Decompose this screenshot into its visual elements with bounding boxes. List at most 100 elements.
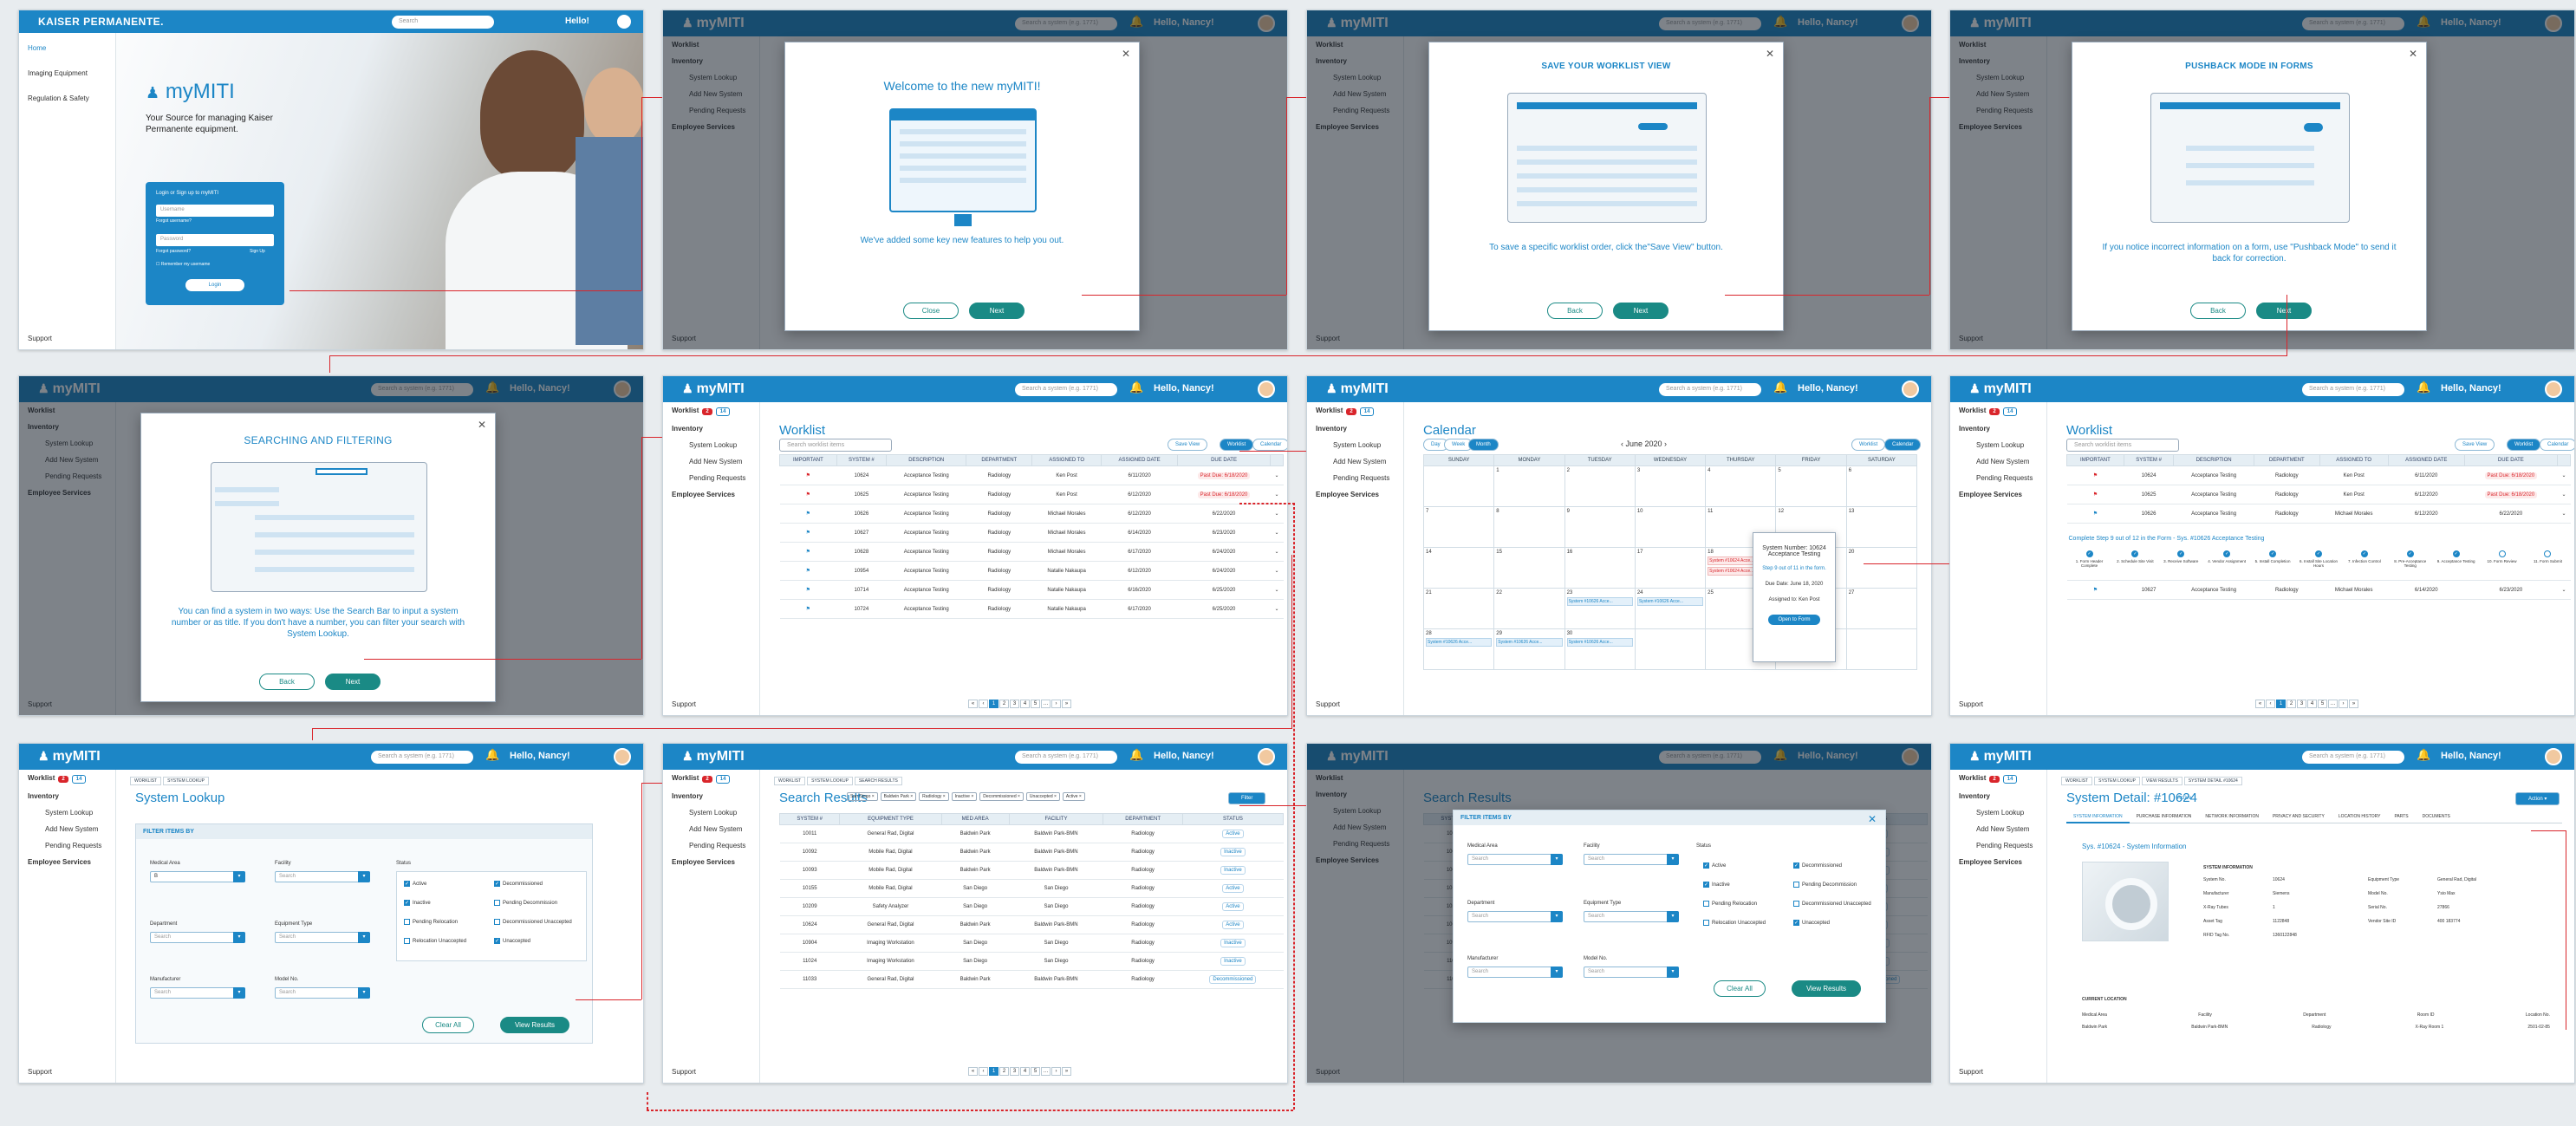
avatar[interactable] xyxy=(2545,748,2562,765)
status-checkbox[interactable]: Relocation Unaccepted xyxy=(404,938,466,944)
table-row[interactable]: ⚑ 10624 Acceptance Testing Radiology Ken Pos… xyxy=(779,465,1284,485)
status-checkbox[interactable]: ✓ Unaccepted xyxy=(494,938,530,944)
sidebar-item-add-new-system[interactable]: Add New System xyxy=(689,825,743,833)
worklist-view-toggle[interactable]: Worklist xyxy=(1851,439,1886,451)
view-results-button[interactable]: View Results xyxy=(500,1017,569,1033)
status-checkbox[interactable]: ✓ Unaccepted xyxy=(1793,920,1830,926)
detail-tab[interactable]: PRIVACY AND SECURITY xyxy=(2272,814,2325,819)
support-link[interactable]: Support xyxy=(672,700,697,708)
close-icon[interactable]: ✕ xyxy=(477,419,486,431)
table-row[interactable]: ⚑ 10626 Acceptance Testing Radiology Michael… xyxy=(779,504,1284,524)
equipment-type-select[interactable]: Search ▾ xyxy=(1584,911,1679,922)
flag-icon[interactable]: ⚑ xyxy=(2066,465,2124,485)
step[interactable]: ✓ 2. Schedule Site Visit xyxy=(2114,550,2156,568)
manufacturer-select[interactable]: Search ▾ xyxy=(1467,967,1563,978)
chevron-down-icon[interactable]: ⌄ xyxy=(1270,523,1284,543)
filter-tag[interactable]: Unaccepted × xyxy=(1025,792,1060,801)
sidebar-item-employee-services[interactable]: Employee Services xyxy=(28,858,91,866)
sidebar-item-system-lookup[interactable]: System Lookup xyxy=(1333,441,1382,449)
table-row[interactable]: ⚑ 10624 Acceptance Testing Radiology Ken Pos… xyxy=(2066,465,2571,485)
sidebar-item-inventory[interactable]: Inventory xyxy=(1959,425,1991,433)
avatar[interactable] xyxy=(1258,748,1275,765)
sidebar-item-system-lookup[interactable]: System Lookup xyxy=(689,441,738,449)
crumb-system-lookup[interactable]: SYSTEM LOOKUP xyxy=(807,777,853,785)
support-link[interactable]: Support xyxy=(28,1068,53,1076)
column-header[interactable]: DEPARTMENT xyxy=(966,454,1033,466)
filter-button[interactable]: Filter xyxy=(1228,792,1266,804)
save-view-button[interactable]: Save View xyxy=(1168,439,1208,451)
step[interactable]: 10. Form Review xyxy=(2482,550,2523,568)
flag-icon[interactable]: ⚑ xyxy=(779,580,837,600)
step[interactable]: ✓ 8. Pre-Acceptance Testing xyxy=(2390,550,2431,568)
user-icon[interactable] xyxy=(617,15,631,29)
header-search-input[interactable]: Search a system (e.g. 1771) xyxy=(371,751,473,764)
sidebar-item-employee-services[interactable]: Employee Services xyxy=(672,491,735,498)
sidebar-item-inventory[interactable]: Inventory xyxy=(1316,425,1348,433)
sidebar-item-employee-services[interactable]: Employee Services xyxy=(1959,491,2022,498)
calendar-day[interactable]: 7 xyxy=(1422,506,1495,548)
sidebar-item-worklist[interactable]: Worklist 2 14 xyxy=(19,770,115,788)
checkbox-icon[interactable] xyxy=(494,919,500,925)
pagination[interactable]: «‹ 1 2 3 4 5… ›» xyxy=(968,1067,1072,1076)
header-search-input[interactable]: Search a system (e.g. 1771) xyxy=(1015,383,1117,396)
table-row[interactable]: ⚑ 10625 Acceptance Testing Radiology Ken Pos… xyxy=(779,485,1284,504)
next-button[interactable]: Next xyxy=(325,674,381,690)
column-header[interactable]: EQUIPMENT TYPE xyxy=(839,813,942,825)
next-button[interactable]: Next xyxy=(1613,303,1669,319)
calendar-day[interactable] xyxy=(1845,628,1918,670)
support-link[interactable]: Support xyxy=(672,1068,697,1076)
bell-icon[interactable]: 🔔 xyxy=(485,748,500,761)
checkbox-icon[interactable]: ✓ xyxy=(1793,862,1799,869)
status-checkbox[interactable]: Relocation Unaccepted xyxy=(1703,920,1766,926)
column-header[interactable]: MED AREA xyxy=(940,813,1010,825)
pagination[interactable]: «‹ 1 2 3 4 5… ›» xyxy=(2255,700,2359,708)
calendar-day[interactable]: 8 xyxy=(1493,506,1565,548)
bell-icon[interactable]: 🔔 xyxy=(1773,381,1788,394)
column-header[interactable]: DESCRIPTION xyxy=(886,454,967,466)
close-icon[interactable]: ✕ xyxy=(1121,48,1130,60)
detail-tab[interactable]: PARTS xyxy=(2394,814,2409,819)
column-header[interactable]: ASSIGNED DATE xyxy=(2387,454,2465,466)
flag-icon[interactable]: ⚑ xyxy=(2066,485,2124,504)
support-link[interactable]: Support xyxy=(1959,1068,1984,1076)
close-button[interactable]: Close xyxy=(903,303,959,319)
flag-icon[interactable]: ⚑ xyxy=(779,523,837,543)
sidebar-item-add-new-system[interactable]: Add New System xyxy=(1976,458,2030,465)
login-search-input[interactable]: Search xyxy=(392,16,494,29)
checkbox-icon[interactable]: ✓ xyxy=(404,900,410,906)
crumb-system-lookup[interactable]: SYSTEM LOOKUP xyxy=(163,777,209,785)
checkbox-icon[interactable] xyxy=(1703,901,1709,907)
sidebar-item-pending-requests[interactable]: Pending Requests xyxy=(45,842,102,849)
calendar-day[interactable]: 28 System #10626 Acce... xyxy=(1422,628,1495,670)
calendar-day[interactable]: 24 System #10626 Acce... xyxy=(1634,588,1707,629)
table-row[interactable]: ⚑ 10628 Acceptance Testing Radiology Michael… xyxy=(779,542,1284,562)
calendar-event[interactable]: System #10626 Acce... xyxy=(1566,638,1633,647)
bell-icon[interactable]: 🔔 xyxy=(1129,381,1144,394)
sidebar-item-add-new-system[interactable]: Add New System xyxy=(1333,458,1387,465)
manufacturer-select[interactable]: Search ▾ xyxy=(150,987,245,999)
sidebar-item-inventory[interactable]: Inventory xyxy=(28,792,60,800)
crumb-system-detail[interactable]: SYSTEM DETAIL #10624 xyxy=(2183,777,2242,785)
chevron-down-icon[interactable]: ⌄ xyxy=(1270,504,1284,524)
checkbox-icon[interactable] xyxy=(404,919,410,925)
action-button[interactable]: Action ▾ xyxy=(2515,792,2560,805)
step[interactable]: ✓ 1. Form Header Complete xyxy=(2069,550,2111,568)
worklist-view-toggle[interactable]: Worklist xyxy=(2507,439,2541,451)
column-header[interactable]: IMPORTANT xyxy=(2066,454,2124,466)
sidebar-item-inventory[interactable]: Inventory xyxy=(672,425,704,433)
sidebar-item-inventory[interactable]: Inventory xyxy=(1959,792,1991,800)
calendar-day[interactable]: 17 xyxy=(1634,547,1707,589)
chevron-down-icon[interactable]: ⌄ xyxy=(2557,485,2571,504)
calendar-day[interactable]: 6 xyxy=(1845,465,1918,507)
sidebar-item-add-new-system[interactable]: Add New System xyxy=(45,825,99,833)
column-header[interactable]: DUE DATE xyxy=(2463,454,2558,466)
sidebar-item-employee-services[interactable]: Employee Services xyxy=(672,858,735,866)
sidebar-item-system-lookup[interactable]: System Lookup xyxy=(45,809,94,817)
table-row[interactable]: ⚑ 10954 Acceptance Testing Radiology Natalie… xyxy=(779,561,1284,581)
facility-select[interactable]: Search ▾ xyxy=(275,871,370,882)
pagination[interactable]: «‹ 1 2 3 4 5… ›» xyxy=(968,700,1072,708)
calendar-day[interactable]: 16 xyxy=(1564,547,1636,589)
